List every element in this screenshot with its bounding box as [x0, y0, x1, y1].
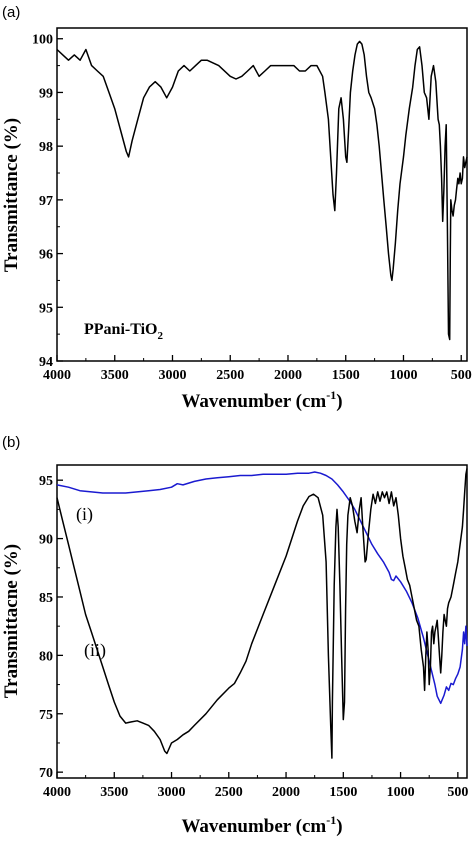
- x-tick-label: 3000: [158, 785, 186, 800]
- panel-a-x-axis-title: Wavenumber (cm-1): [181, 388, 342, 412]
- y-tick-label: 98: [39, 140, 53, 155]
- y-tick-label: 90: [39, 533, 53, 548]
- y-tick-label: 99: [39, 86, 53, 101]
- panel-b-series-label-i: (i): [76, 504, 93, 525]
- y-tick-label: 75: [39, 708, 53, 723]
- x-tick-label: 1500: [332, 368, 360, 383]
- panel-b-series: [56, 468, 468, 759]
- panel-a-sample-label: PPani-TiO2: [84, 321, 164, 342]
- x-tick-label: 1000: [387, 785, 415, 800]
- x-tick-label: 3000: [158, 368, 186, 383]
- panel-b-plot-frame: [56, 464, 468, 779]
- y-tick-label: 94: [39, 355, 53, 370]
- x-tick-label: 1000: [389, 368, 417, 383]
- x-tick-label: 2500: [215, 785, 243, 800]
- x-tick-label: 4000: [43, 785, 71, 800]
- y-tick-label: 95: [39, 474, 53, 489]
- panel-a-plot-frame: [56, 27, 468, 362]
- spectrum-line-1: [56, 471, 468, 705]
- panel-b-label: (b): [2, 434, 20, 451]
- panel-a-ticks: 4000 3500 3000 2500 2000 1500 1000 500 94 95 96 97 9…: [32, 33, 472, 383]
- x-tick-label: 500: [451, 368, 472, 383]
- x-tick-label: 2000: [274, 368, 302, 383]
- y-tick-label: 97: [39, 194, 53, 209]
- spectrum-line-2: [56, 468, 468, 759]
- panel-a-series: [56, 40, 468, 341]
- x-tick-label: 1500: [329, 785, 357, 800]
- panel-a: (a) 4000 3500 3000 2500 2000 1500 1000 500 94 95 9…: [1, 4, 472, 412]
- x-tick-label: 4000: [43, 368, 71, 383]
- panel-b-y-axis-title: Transmittacne (%): [1, 544, 22, 698]
- y-tick-label: 80: [39, 649, 53, 664]
- x-tick-label: 2000: [272, 785, 300, 800]
- y-tick-label: 96: [39, 248, 53, 263]
- spectrum-line-1: [56, 40, 468, 341]
- y-tick-label: 100: [32, 33, 53, 48]
- x-tick-label: 2500: [216, 368, 244, 383]
- panel-b: (b) 4000 3500 3000 2500 2000 1500 1000 500 70 75 8…: [1, 434, 468, 837]
- panel-b-x-axis-title: Wavenumber (cm-1): [181, 813, 342, 837]
- panel-a-label: (a): [2, 4, 20, 21]
- panel-b-series-label-ii: (ii): [84, 640, 106, 661]
- y-tick-label: 70: [39, 766, 53, 781]
- panel-a-y-axis-title: Transmittance (%): [1, 118, 22, 272]
- x-tick-label: 3500: [100, 785, 128, 800]
- x-tick-label: 3500: [101, 368, 129, 383]
- panel-b-ticks: 4000 3500 3000 2500 2000 1500 1000 500 70 75 80 85 9…: [39, 474, 468, 800]
- x-tick-label: 500: [447, 785, 468, 800]
- y-tick-label: 85: [39, 591, 53, 606]
- y-tick-label: 95: [39, 301, 53, 316]
